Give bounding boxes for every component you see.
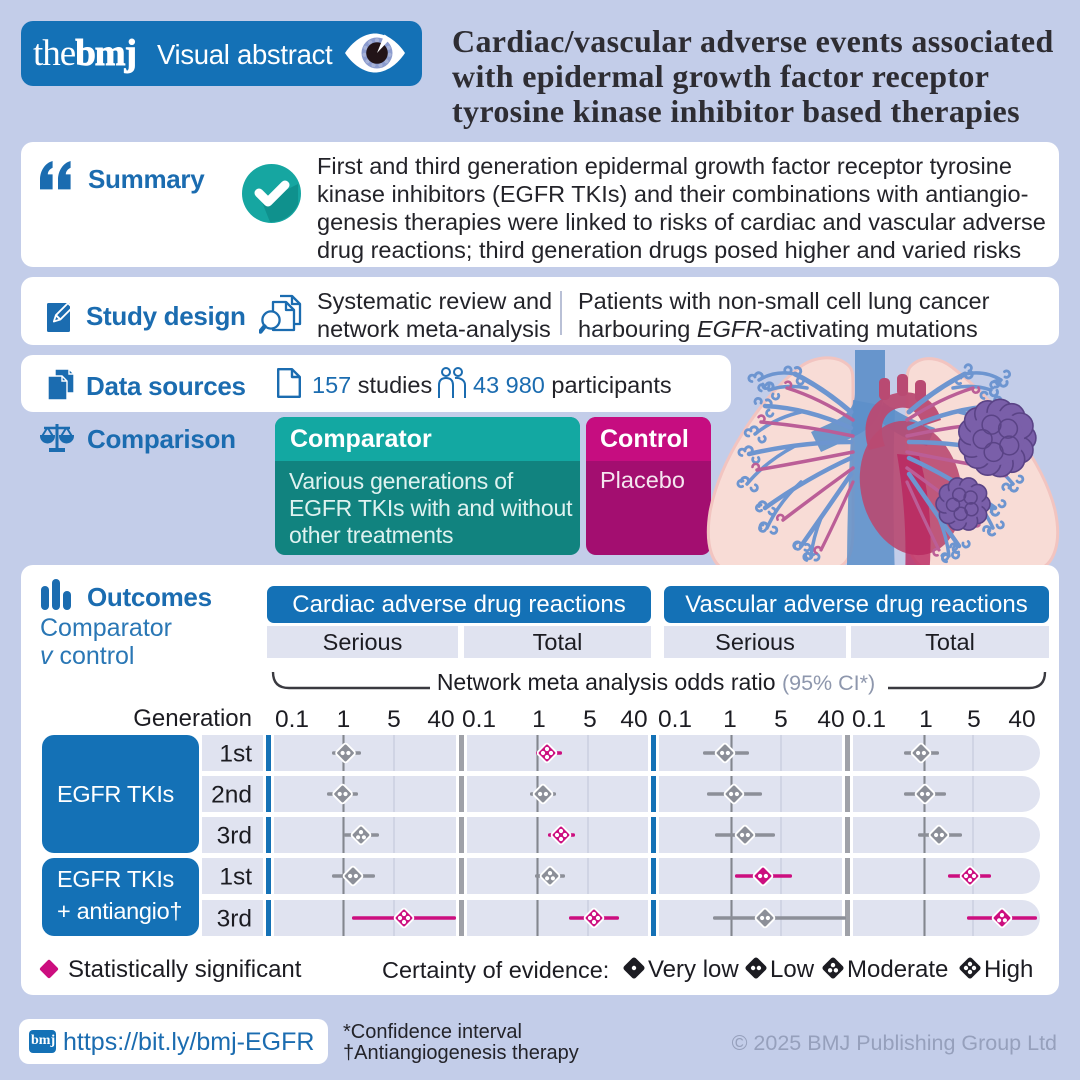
svg-text:Very low: Very low: [648, 956, 739, 983]
svg-text:40: 40: [1008, 706, 1035, 733]
svg-text:Moderate: Moderate: [847, 956, 948, 983]
svg-text:3rd: 3rd: [217, 906, 252, 933]
svg-text:1st: 1st: [219, 864, 252, 891]
svg-text:1: 1: [532, 706, 546, 733]
svg-text:2nd: 2nd: [211, 782, 252, 809]
svg-text:40: 40: [427, 706, 454, 733]
svg-text:0.1: 0.1: [852, 706, 886, 733]
svg-text:40: 40: [620, 706, 647, 733]
svg-text:1st: 1st: [219, 741, 252, 768]
svg-text:Low: Low: [770, 956, 815, 983]
svg-text:5: 5: [583, 706, 597, 733]
svg-text:3rd: 3rd: [217, 823, 252, 850]
svg-text:40: 40: [817, 706, 844, 733]
svg-text:0.1: 0.1: [462, 706, 496, 733]
svg-text:High: High: [984, 956, 1033, 983]
svg-text:0.1: 0.1: [658, 706, 692, 733]
svg-text:1: 1: [723, 706, 737, 733]
svg-text:1: 1: [919, 706, 933, 733]
svg-text:5: 5: [967, 706, 981, 733]
svg-text:5: 5: [387, 706, 401, 733]
svg-text:0.1: 0.1: [275, 706, 309, 733]
svg-text:5: 5: [774, 706, 788, 733]
svg-text:1: 1: [337, 706, 351, 733]
